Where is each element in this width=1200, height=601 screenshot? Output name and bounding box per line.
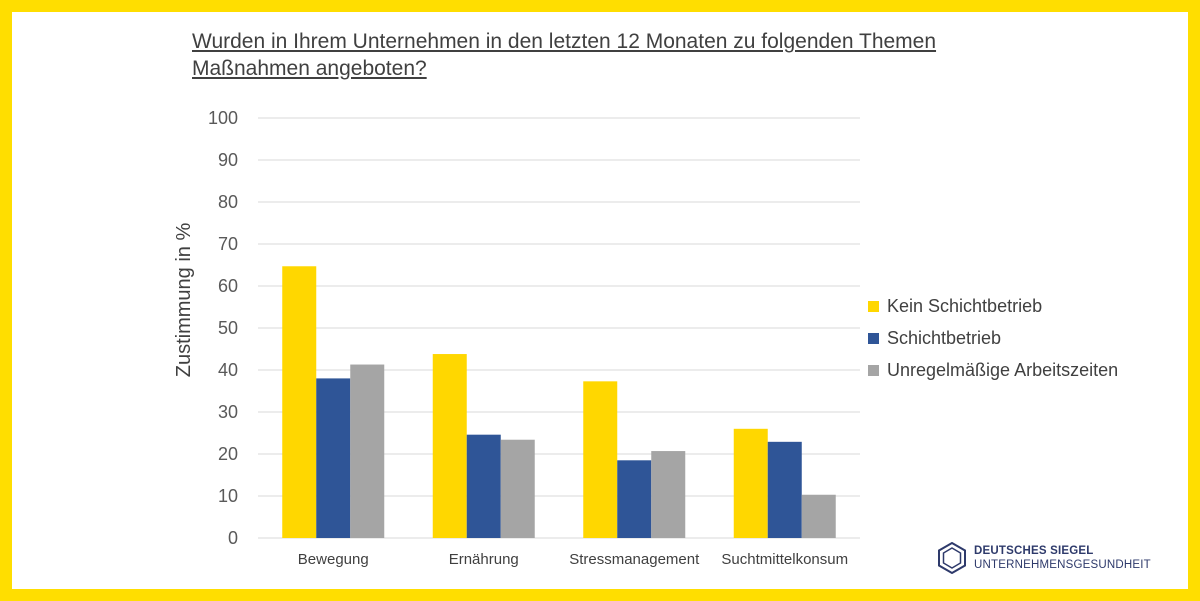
bar-bewegung-series-2 [316, 378, 351, 538]
y-tick-labels: 0 10 20 30 40 50 60 70 80 90 100 [208, 108, 238, 548]
logo-line-1: DEUTSCHES SIEGEL [974, 545, 1094, 557]
y-tick-label: 0 [228, 528, 238, 548]
y-tick-label: 60 [218, 276, 238, 296]
bars [282, 266, 836, 538]
chart-title: Wurden in Ihrem Unternehmen in den letzt… [192, 30, 937, 80]
legend-label: Unregelmäßige Arbeitszeiten [887, 359, 1119, 380]
legend-swatch [868, 332, 879, 344]
y-tick-label: 90 [218, 150, 238, 170]
x-tick-label: Ernährung [449, 551, 519, 568]
y-tick-label: 100 [208, 108, 238, 128]
legend: Kein Schichtbetrieb Schichtbetrieb Unreg… [868, 290, 1118, 386]
y-axis-label: Zustimmung in % [173, 223, 195, 378]
y-tick-label: 30 [218, 402, 238, 422]
x-tick-labels: Bewegung Ernährung Stressmanagement Suchtmi… [298, 551, 848, 568]
legend-item-kein-schichtbetrieb: Kein Schichtbetrieb [868, 290, 1118, 322]
bar-suchtmittelkonsum-series-1 [733, 428, 768, 538]
legend-swatch [868, 364, 879, 376]
logo-line-2: UNTERNEHMENSGESUNDHEIT [974, 559, 1151, 571]
legend-item-schichtbetrieb: Schichtbetrieb [868, 322, 1118, 354]
bar-suchtmittelkonsum-series-3 [801, 494, 836, 538]
y-tick-label: 10 [218, 486, 238, 506]
bar-bewegung-series-3 [350, 364, 385, 538]
bar-stressmanagement-series-3 [651, 451, 686, 538]
bar-suchtmittelkonsum-series-2 [767, 441, 802, 538]
hexagon-icon [938, 542, 966, 574]
legend-label: Kein Schichtbetrieb [887, 295, 1043, 316]
x-tick-label: Suchtmittelkonsum [721, 551, 848, 568]
bar-stressmanagement-series-2 [617, 460, 652, 538]
legend-label: Schichtbetrieb [887, 327, 1002, 348]
bar-ernährung-series-2 [466, 434, 501, 538]
legend-swatch [868, 300, 879, 312]
y-tick-label: 80 [218, 192, 238, 212]
legend-item-unregelmaessige-arbeitszeiten: Unregelmäßige Arbeitszeiten [868, 354, 1118, 386]
y-tick-label: 40 [218, 360, 238, 380]
bar-ernährung-series-3 [500, 439, 535, 538]
x-tick-label: Bewegung [298, 551, 369, 568]
y-tick-label: 50 [218, 318, 238, 338]
bar-bewegung-series-1 [282, 266, 317, 538]
y-tick-label: 20 [218, 444, 238, 464]
bar-stressmanagement-series-1 [583, 381, 618, 538]
x-tick-label: Stressmanagement [569, 551, 700, 568]
logo: DEUTSCHES SIEGEL UNTERNEHMENSGESUNDHEIT [938, 542, 1151, 574]
y-tick-label: 70 [218, 234, 238, 254]
bar-ernährung-series-1 [432, 354, 467, 538]
